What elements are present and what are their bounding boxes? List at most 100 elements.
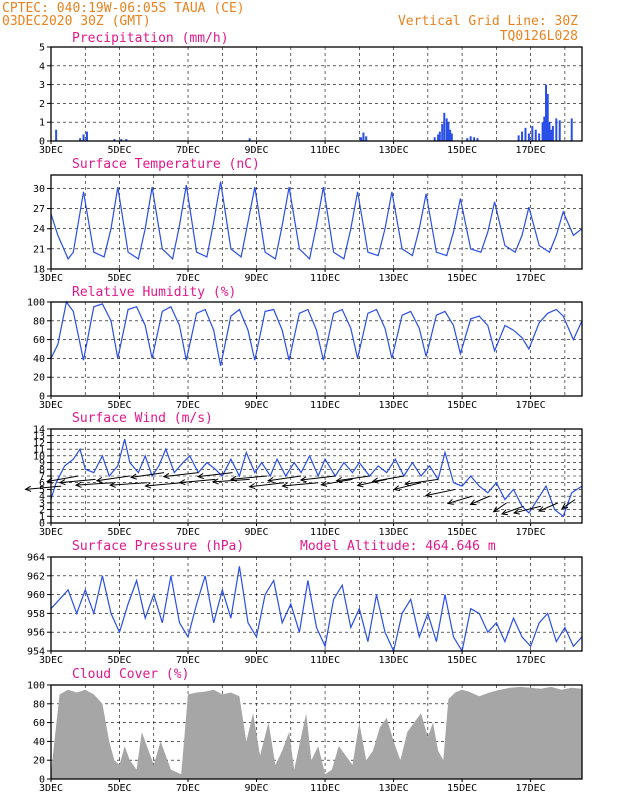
precip-bar bbox=[538, 133, 541, 141]
wind-vector bbox=[145, 482, 182, 487]
precip-bar bbox=[541, 122, 544, 141]
y-tick-label: 7 bbox=[39, 472, 45, 483]
x-tick-label: 11DEC bbox=[310, 655, 340, 666]
wind-vector bbox=[179, 478, 216, 484]
x-tick-label: 9DEC bbox=[245, 145, 269, 156]
precip-bar bbox=[85, 131, 88, 141]
precip-bar bbox=[450, 133, 453, 141]
pres-series-line bbox=[50, 566, 583, 653]
y-tick-label: 27 bbox=[33, 204, 45, 215]
wind-vector bbox=[59, 478, 96, 484]
rh-frame bbox=[50, 301, 583, 397]
precip-bar bbox=[362, 132, 365, 141]
wind-vector-arrowhead bbox=[500, 509, 508, 516]
wind-vector bbox=[212, 478, 250, 483]
precip-bar bbox=[548, 122, 551, 141]
wind-vector-arrowhead bbox=[320, 480, 328, 487]
wind-vector-arrowhead bbox=[109, 481, 116, 488]
x-tick-label: 11DEC bbox=[310, 400, 340, 411]
y-tick-label: 9 bbox=[39, 458, 45, 469]
precip-bar bbox=[558, 120, 561, 141]
wind-vector-arrowhead bbox=[492, 506, 500, 513]
y-tick-label: 5 bbox=[39, 43, 45, 54]
precip-bar bbox=[79, 138, 82, 141]
wind-vector bbox=[75, 482, 113, 486]
precip-bar bbox=[55, 129, 58, 141]
wind-vector bbox=[110, 482, 147, 486]
wind-vector-arrowhead bbox=[196, 473, 204, 480]
panel-title-humidity: Relative Humidity (%) bbox=[72, 285, 236, 300]
precip-bar bbox=[466, 138, 469, 141]
temp-series-line bbox=[50, 181, 583, 261]
precip-bar bbox=[438, 131, 441, 141]
wind-vector bbox=[405, 478, 439, 485]
precip-bar bbox=[82, 134, 85, 141]
panel-surface-wind: Surface Wind (m/s) 012345678910111213143… bbox=[24, 411, 583, 538]
wind-vector bbox=[561, 499, 576, 509]
wind-vector-arrowhead bbox=[561, 502, 569, 510]
wind-vector bbox=[131, 472, 165, 478]
y-tick-label: 14 bbox=[33, 425, 45, 436]
precip-bar bbox=[113, 139, 116, 141]
x-tick-label: 3DEC bbox=[39, 783, 63, 794]
wind-vector-arrowhead bbox=[425, 491, 433, 498]
wind-vector-arrowhead bbox=[130, 473, 138, 480]
y-tick-label: 5 bbox=[39, 485, 45, 496]
wind-vector bbox=[25, 485, 62, 490]
x-tick-label: 15DEC bbox=[447, 655, 477, 666]
y-tick-label: 0 bbox=[39, 392, 45, 403]
x-tick-label: 13DEC bbox=[379, 145, 409, 156]
y-tick-label: 1 bbox=[39, 512, 45, 523]
panel-surface-temperature: Surface Temperature (nC) 18 21 24 27 30 3DEC 5… bbox=[33, 157, 583, 284]
wind-vector bbox=[47, 475, 79, 482]
wind-vector-arrowhead bbox=[371, 477, 379, 484]
x-tick-label: 7DEC bbox=[176, 400, 200, 411]
y-tick-label: 964 bbox=[27, 553, 45, 564]
precip-bar bbox=[524, 127, 527, 141]
y-tick-label: 10 bbox=[33, 451, 45, 462]
x-tick-label: 15DEC bbox=[447, 783, 477, 794]
x-tick-label: 15DEC bbox=[447, 145, 477, 156]
precip-bar bbox=[476, 138, 479, 141]
x-tick-label: 13DEC bbox=[379, 527, 409, 538]
x-tick-label: 15DEC bbox=[447, 527, 477, 538]
wind-vector bbox=[268, 475, 302, 482]
wind-vector-arrowhead bbox=[281, 482, 289, 489]
x-tick-label: 7DEC bbox=[176, 783, 200, 794]
panel-precipitation: Precipitation (mm/h) 0 1 2 3 4 5 3DEC 5DEC 7DEC 9… bbox=[39, 31, 583, 156]
wind-vector-arrowhead bbox=[537, 506, 546, 512]
y-tick-label: 2 bbox=[39, 505, 45, 516]
panel-relative-humidity: Relative Humidity (%) 0 20 40 60 80 100 3DEC 5D… bbox=[27, 285, 583, 411]
precip-bar bbox=[443, 112, 446, 141]
y-tick-label: 60 bbox=[33, 335, 45, 346]
x-tick-label: 9DEC bbox=[245, 273, 269, 284]
precip-bar bbox=[570, 118, 573, 141]
header-station: CPTEC: 040:19W-06:05S TAUA (CE) bbox=[2, 1, 245, 16]
y-tick-label: 100 bbox=[27, 681, 45, 692]
x-tick-label: 7DEC bbox=[176, 145, 200, 156]
y-tick-label: 30 bbox=[33, 184, 45, 195]
wind-vector bbox=[300, 475, 336, 481]
x-tick-label: 15DEC bbox=[447, 400, 477, 411]
wind-vector bbox=[198, 472, 233, 478]
x-tick-label: 13DEC bbox=[379, 783, 409, 794]
panel-surface-pressure: Surface Pressure (hPa) Model Altitude: 4… bbox=[27, 539, 583, 666]
model-altitude-label: Model Altitude: 464.646 m bbox=[300, 539, 496, 554]
wind-vector bbox=[538, 502, 559, 512]
precip-bar bbox=[527, 133, 530, 141]
wind-vector bbox=[163, 472, 199, 478]
y-tick-label: 80 bbox=[33, 699, 45, 710]
x-tick-label: 11DEC bbox=[310, 783, 340, 794]
wind-vector bbox=[393, 482, 422, 490]
wind-series-line bbox=[50, 438, 583, 518]
wind-vector bbox=[96, 475, 130, 482]
panel-title-temperature: Surface Temperature (nC) bbox=[72, 157, 260, 172]
wind-vector bbox=[493, 502, 507, 513]
y-tick-label: 24 bbox=[33, 224, 45, 235]
precip-bar bbox=[545, 84, 548, 141]
panel-cloud-cover: Cloud Cover (%) 0 20 40 60 80 100 3DEC 5DEC 7DEC… bbox=[27, 667, 583, 794]
precip-bar bbox=[543, 116, 546, 141]
precip-bar bbox=[449, 129, 452, 141]
wind-vector bbox=[321, 478, 353, 486]
panel-title-pressure: Surface Pressure (hPa) bbox=[72, 539, 244, 554]
